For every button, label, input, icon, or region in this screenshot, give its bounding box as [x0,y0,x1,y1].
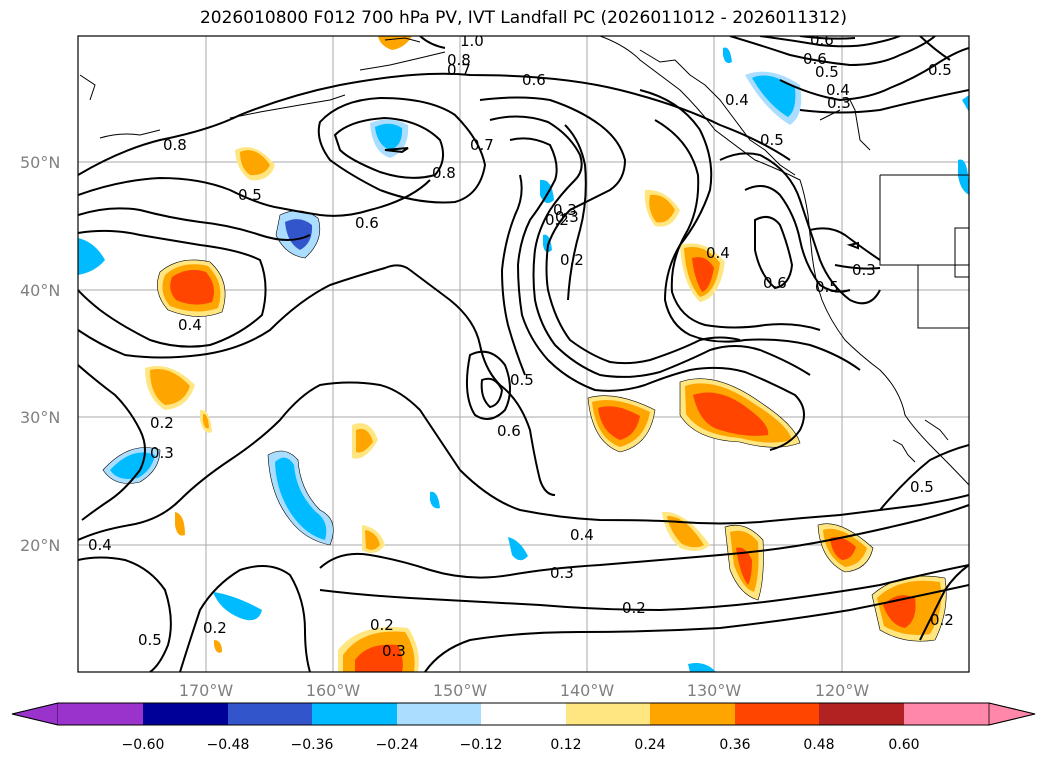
contour-label: 0.6 [763,274,787,292]
contour-label: 0.4 [725,91,749,109]
contour-label: 0.7 [447,61,471,79]
latitude-axis: 50°N 40°N 30°N 20°N [20,153,60,555]
colorbar-segment [566,703,650,725]
contour-label: 0.5 [138,631,162,649]
contour-label: 0.2 [560,251,584,269]
contour-label: 0.5 [910,478,934,496]
contour-label: 0.4 [88,536,112,554]
contour-label: 0.8 [447,51,471,69]
pv-contour-labels: 1.0 0.8 0.7 0.6 0.5 0.4 0.3 0.8 0.5 0.6 … [88,31,954,660]
contour-label: 0.6 [810,31,834,49]
pv-contours [78,36,969,672]
longitude-label: 130°W [687,681,742,700]
negative-anomaly-fills [78,47,969,672]
contour-label: 0.6 [355,214,379,232]
map-frame [77,35,970,673]
contour-label: 0.7 [470,136,494,154]
colorbar-tick-label: −0.24 [376,737,419,753]
contour-label: 0.5 [928,61,952,79]
colorbar-segment [904,703,989,725]
contour-label: 0.3 [555,208,579,226]
contour-label: 0.6 [803,50,827,68]
contour-label: 0.2 [930,611,954,629]
longitude-label: 120°W [815,681,870,700]
contour-label: 0.5 [815,278,839,296]
colorbar-segment [11,702,59,726]
colorbar-tick-label: 0.48 [803,737,834,753]
latitude-label: 50°N [20,153,60,172]
contour-label: 0.2 [203,619,227,637]
colorbar-outline [11,702,1036,726]
contour-label: 0.6 [522,71,546,89]
contour-label: 0.3 [852,261,876,279]
contour-label: 0.4 [826,81,850,99]
contour-label: 0.4 [706,244,730,262]
latitude-label: 40°N [20,281,60,300]
contour-label: 0.4 [570,526,594,544]
colorbar-tick-label: 0.24 [634,737,665,753]
contour-label: 0.5 [510,371,534,389]
colorbar-segment [312,703,397,725]
contour-label: 0.3 [553,201,577,219]
map-title: 2026010800 F012 700 hPa PV, IVT Landfall… [199,8,847,28]
colorbar-segment [397,703,481,725]
colorbar-segment [735,703,819,725]
colorbar-tick-label: −0.36 [291,737,334,753]
contour-label: 0.2 [622,599,646,617]
contour-label: 0.4 [178,316,202,334]
contour-label: 0.3 [827,94,851,112]
contour-label: 0.6 [497,422,521,440]
positive-anomaly-fills [145,36,947,672]
colorbar-tick-label: 0.36 [719,737,750,753]
contour-label: 0.2 [150,414,174,432]
colorbar-segment [481,703,566,725]
contour-label: 0.8 [432,164,456,182]
longitude-label: 150°W [433,681,488,700]
contour-label: 0.2 [370,616,394,634]
colorbar-segment [143,703,228,725]
contour-label: 0.8 [163,136,187,154]
latitude-label: 20°N [20,536,60,555]
longitude-label: 170°W [179,681,234,700]
contour-label: 0.5 [815,63,839,81]
contour-label: 0.2 [545,211,569,229]
contour-label: 0.3 [382,642,406,660]
colorbar-tick-label: −0.12 [460,737,503,753]
contour-label: 1.0 [460,32,484,50]
longitude-axis: 170°W 160°W 150°W 140°W 130°W 120°W [179,681,870,700]
colorbar-segment [650,703,735,725]
gridlines [78,36,969,672]
contour-label: 0.5 [238,186,262,204]
colorbar-tick-label: −0.48 [207,737,250,753]
contour-label: 0.3 [150,444,174,462]
colorbar-segment [228,703,312,725]
colorbar-segment [988,702,1036,726]
map-plot-area: 1.0 0.8 0.7 0.6 0.5 0.4 0.3 0.8 0.5 0.6 … [78,31,969,672]
contour-label: 0.5 [760,131,784,149]
longitude-label: 140°W [560,681,615,700]
colorbar-segment [58,703,143,725]
colorbar-segment [819,703,904,725]
latitude-label: 30°N [20,408,60,427]
longitude-label: 160°W [306,681,361,700]
colorbar-tick-label: 0.60 [888,737,919,753]
contour-label: 0.3 [550,564,574,582]
colorbar-tick-label: 0.12 [550,737,581,753]
colorbar-tick-label: −0.60 [122,737,165,753]
colorbar: −0.60 −0.48 −0.36 −0.24 −0.12 0.12 0.24 … [11,702,1036,753]
